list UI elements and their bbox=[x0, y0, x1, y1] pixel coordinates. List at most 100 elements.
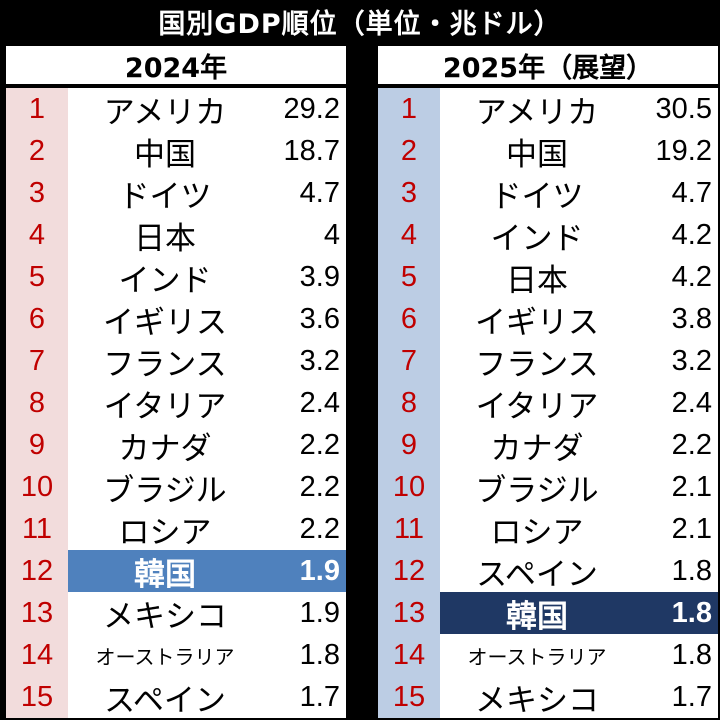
value-cell: 3.6 bbox=[299, 302, 340, 335]
rank-cell: 2 bbox=[378, 130, 440, 172]
table-row: 15 スペイン 1.7 bbox=[6, 676, 346, 719]
value-cell: 2.4 bbox=[299, 386, 340, 419]
table-2024-header: 2024年 bbox=[6, 46, 346, 88]
rank-cell: 8 bbox=[378, 382, 440, 424]
country-cell: 日本 bbox=[506, 262, 568, 299]
rank-cell: 5 bbox=[6, 256, 68, 298]
rank-cell: 5 bbox=[378, 256, 440, 298]
country-cell: 中国 bbox=[506, 136, 568, 173]
country-cell: ブラジル bbox=[475, 472, 599, 509]
value-cell: 2.4 bbox=[671, 386, 712, 419]
rank-cell: 14 bbox=[6, 634, 68, 676]
rank-cell: 15 bbox=[6, 676, 68, 718]
table-row: 1 アメリカ 30.5 bbox=[378, 88, 718, 131]
value-cell: 2.2 bbox=[299, 428, 340, 461]
country-cell: オーストラリア bbox=[467, 644, 607, 669]
table-2024: 2024年 1 アメリカ 29.2 2 中国 18.7 3 ドイツ 4.7 4 日本 4 5 インド 3.9… bbox=[2, 46, 350, 719]
table-2025-header: 2025年（展望） bbox=[378, 46, 718, 88]
rank-cell: 1 bbox=[6, 88, 68, 130]
value-cell: 1.8 bbox=[299, 638, 340, 671]
value-cell: 3.9 bbox=[299, 260, 340, 293]
rank-cell: 9 bbox=[6, 424, 68, 466]
country-cell: ドイツ bbox=[118, 178, 212, 215]
value-cell: 3.2 bbox=[299, 344, 340, 377]
rank-cell: 11 bbox=[378, 508, 440, 550]
table-row: 8 イタリア 2.4 bbox=[6, 382, 346, 425]
value-cell: 3.8 bbox=[671, 302, 712, 335]
value-cell: 2.1 bbox=[671, 512, 712, 545]
value-cell: 3.2 bbox=[671, 344, 712, 377]
country-cell: スペイン bbox=[476, 556, 598, 593]
rank-cell: 12 bbox=[378, 550, 440, 592]
country-cell: アメリカ bbox=[103, 94, 227, 131]
value-cell: 2.1 bbox=[671, 470, 712, 503]
table-row: 5 日本 4.2 bbox=[378, 256, 718, 299]
table-row: 7 フランス 3.2 bbox=[6, 340, 346, 383]
value-cell: 2.2 bbox=[299, 512, 340, 545]
country-cell: ロシア bbox=[118, 514, 212, 551]
rank-cell: 4 bbox=[6, 214, 68, 256]
table-row: 13 メキシコ 1.9 bbox=[6, 592, 346, 635]
table-row: 7 フランス 3.2 bbox=[378, 340, 718, 383]
value-cell: 1.8 bbox=[634, 592, 718, 634]
table-row: 8 イタリア 2.4 bbox=[378, 382, 718, 425]
table-row: 2 中国 18.7 bbox=[6, 130, 346, 173]
rank-cell: 9 bbox=[378, 424, 440, 466]
country-cell: ブラジル bbox=[103, 472, 227, 509]
country-cell: スペイン bbox=[104, 682, 226, 719]
country-cell: インド bbox=[490, 220, 584, 257]
rank-cell: 2 bbox=[6, 130, 68, 172]
rank-cell: 6 bbox=[6, 298, 68, 340]
table-2024-rows: 1 アメリカ 29.2 2 中国 18.7 3 ドイツ 4.7 4 日本 4 5 インド 3.9 6 イギリス 3… bbox=[6, 88, 346, 719]
rank-cell: 11 bbox=[6, 508, 68, 550]
table-row: 1 アメリカ 29.2 bbox=[6, 88, 346, 131]
value-cell: 4.7 bbox=[299, 176, 340, 209]
table-row: 3 ドイツ 4.7 bbox=[378, 172, 718, 215]
country-cell: イギリス bbox=[475, 304, 599, 341]
country-cell: メキシコ bbox=[475, 682, 599, 719]
rank-cell: 10 bbox=[6, 466, 68, 508]
table-2025-rows: 1 アメリカ 30.5 2 中国 19.2 3 ドイツ 4.7 4 インド 4.2 5 日本 4.2 6 イギリ… bbox=[378, 88, 718, 719]
rank-cell: 7 bbox=[378, 340, 440, 382]
value-cell: 1.8 bbox=[671, 554, 712, 587]
value-cell: 2.2 bbox=[299, 470, 340, 503]
country-cell: フランス bbox=[475, 346, 599, 383]
table-2025: 2025年（展望） 1 アメリカ 30.5 2 中国 19.2 3 ドイツ 4.7 4 インド 4.2… bbox=[374, 46, 720, 719]
rank-cell: 14 bbox=[378, 634, 440, 676]
table-row: 2 中国 19.2 bbox=[378, 130, 718, 173]
table-row: 14 オーストラリア 1.8 bbox=[378, 634, 718, 676]
rank-cell: 10 bbox=[378, 466, 440, 508]
table-row: 13 韓国 1.8 bbox=[378, 592, 718, 635]
table-row: 10 ブラジル 2.2 bbox=[6, 466, 346, 509]
rank-cell: 1 bbox=[378, 88, 440, 130]
table-row: 4 インド 4.2 bbox=[378, 214, 718, 257]
country-cell: フランス bbox=[103, 346, 227, 383]
value-cell: 4.7 bbox=[671, 176, 712, 209]
country-cell: メキシコ bbox=[103, 598, 227, 635]
table-row: 3 ドイツ 4.7 bbox=[6, 172, 346, 215]
value-cell: 1.9 bbox=[262, 550, 346, 592]
rank-cell: 4 bbox=[378, 214, 440, 256]
table-row: 12 韓国 1.9 bbox=[6, 550, 346, 593]
rank-cell: 3 bbox=[6, 172, 68, 214]
value-cell: 1.7 bbox=[299, 680, 340, 713]
value-cell: 18.7 bbox=[283, 134, 340, 167]
value-cell: 29.2 bbox=[283, 92, 340, 125]
country-cell: オーストラリア bbox=[95, 644, 235, 669]
rank-cell: 12 bbox=[6, 550, 68, 592]
table-row: 5 インド 3.9 bbox=[6, 256, 346, 299]
page-title: 国別GDP順位（単位・兆ドル） bbox=[0, 0, 720, 42]
country-cell: ロシア bbox=[490, 514, 584, 551]
rank-cell: 13 bbox=[378, 592, 440, 634]
rank-cell: 8 bbox=[6, 382, 68, 424]
table-row: 6 イギリス 3.6 bbox=[6, 298, 346, 341]
country-cell: 韓国 bbox=[440, 592, 634, 635]
tables-container: 2024年 1 アメリカ 29.2 2 中国 18.7 3 ドイツ 4.7 4 日本 4 5 インド 3.9… bbox=[0, 42, 720, 719]
country-cell: インド bbox=[118, 262, 212, 299]
table-row: 11 ロシア 2.1 bbox=[378, 508, 718, 551]
table-row: 12 スペイン 1.8 bbox=[378, 550, 718, 593]
country-cell: イギリス bbox=[103, 304, 227, 341]
table-row: 9 カナダ 2.2 bbox=[6, 424, 346, 467]
value-cell: 1.9 bbox=[299, 596, 340, 629]
rank-cell: 6 bbox=[378, 298, 440, 340]
